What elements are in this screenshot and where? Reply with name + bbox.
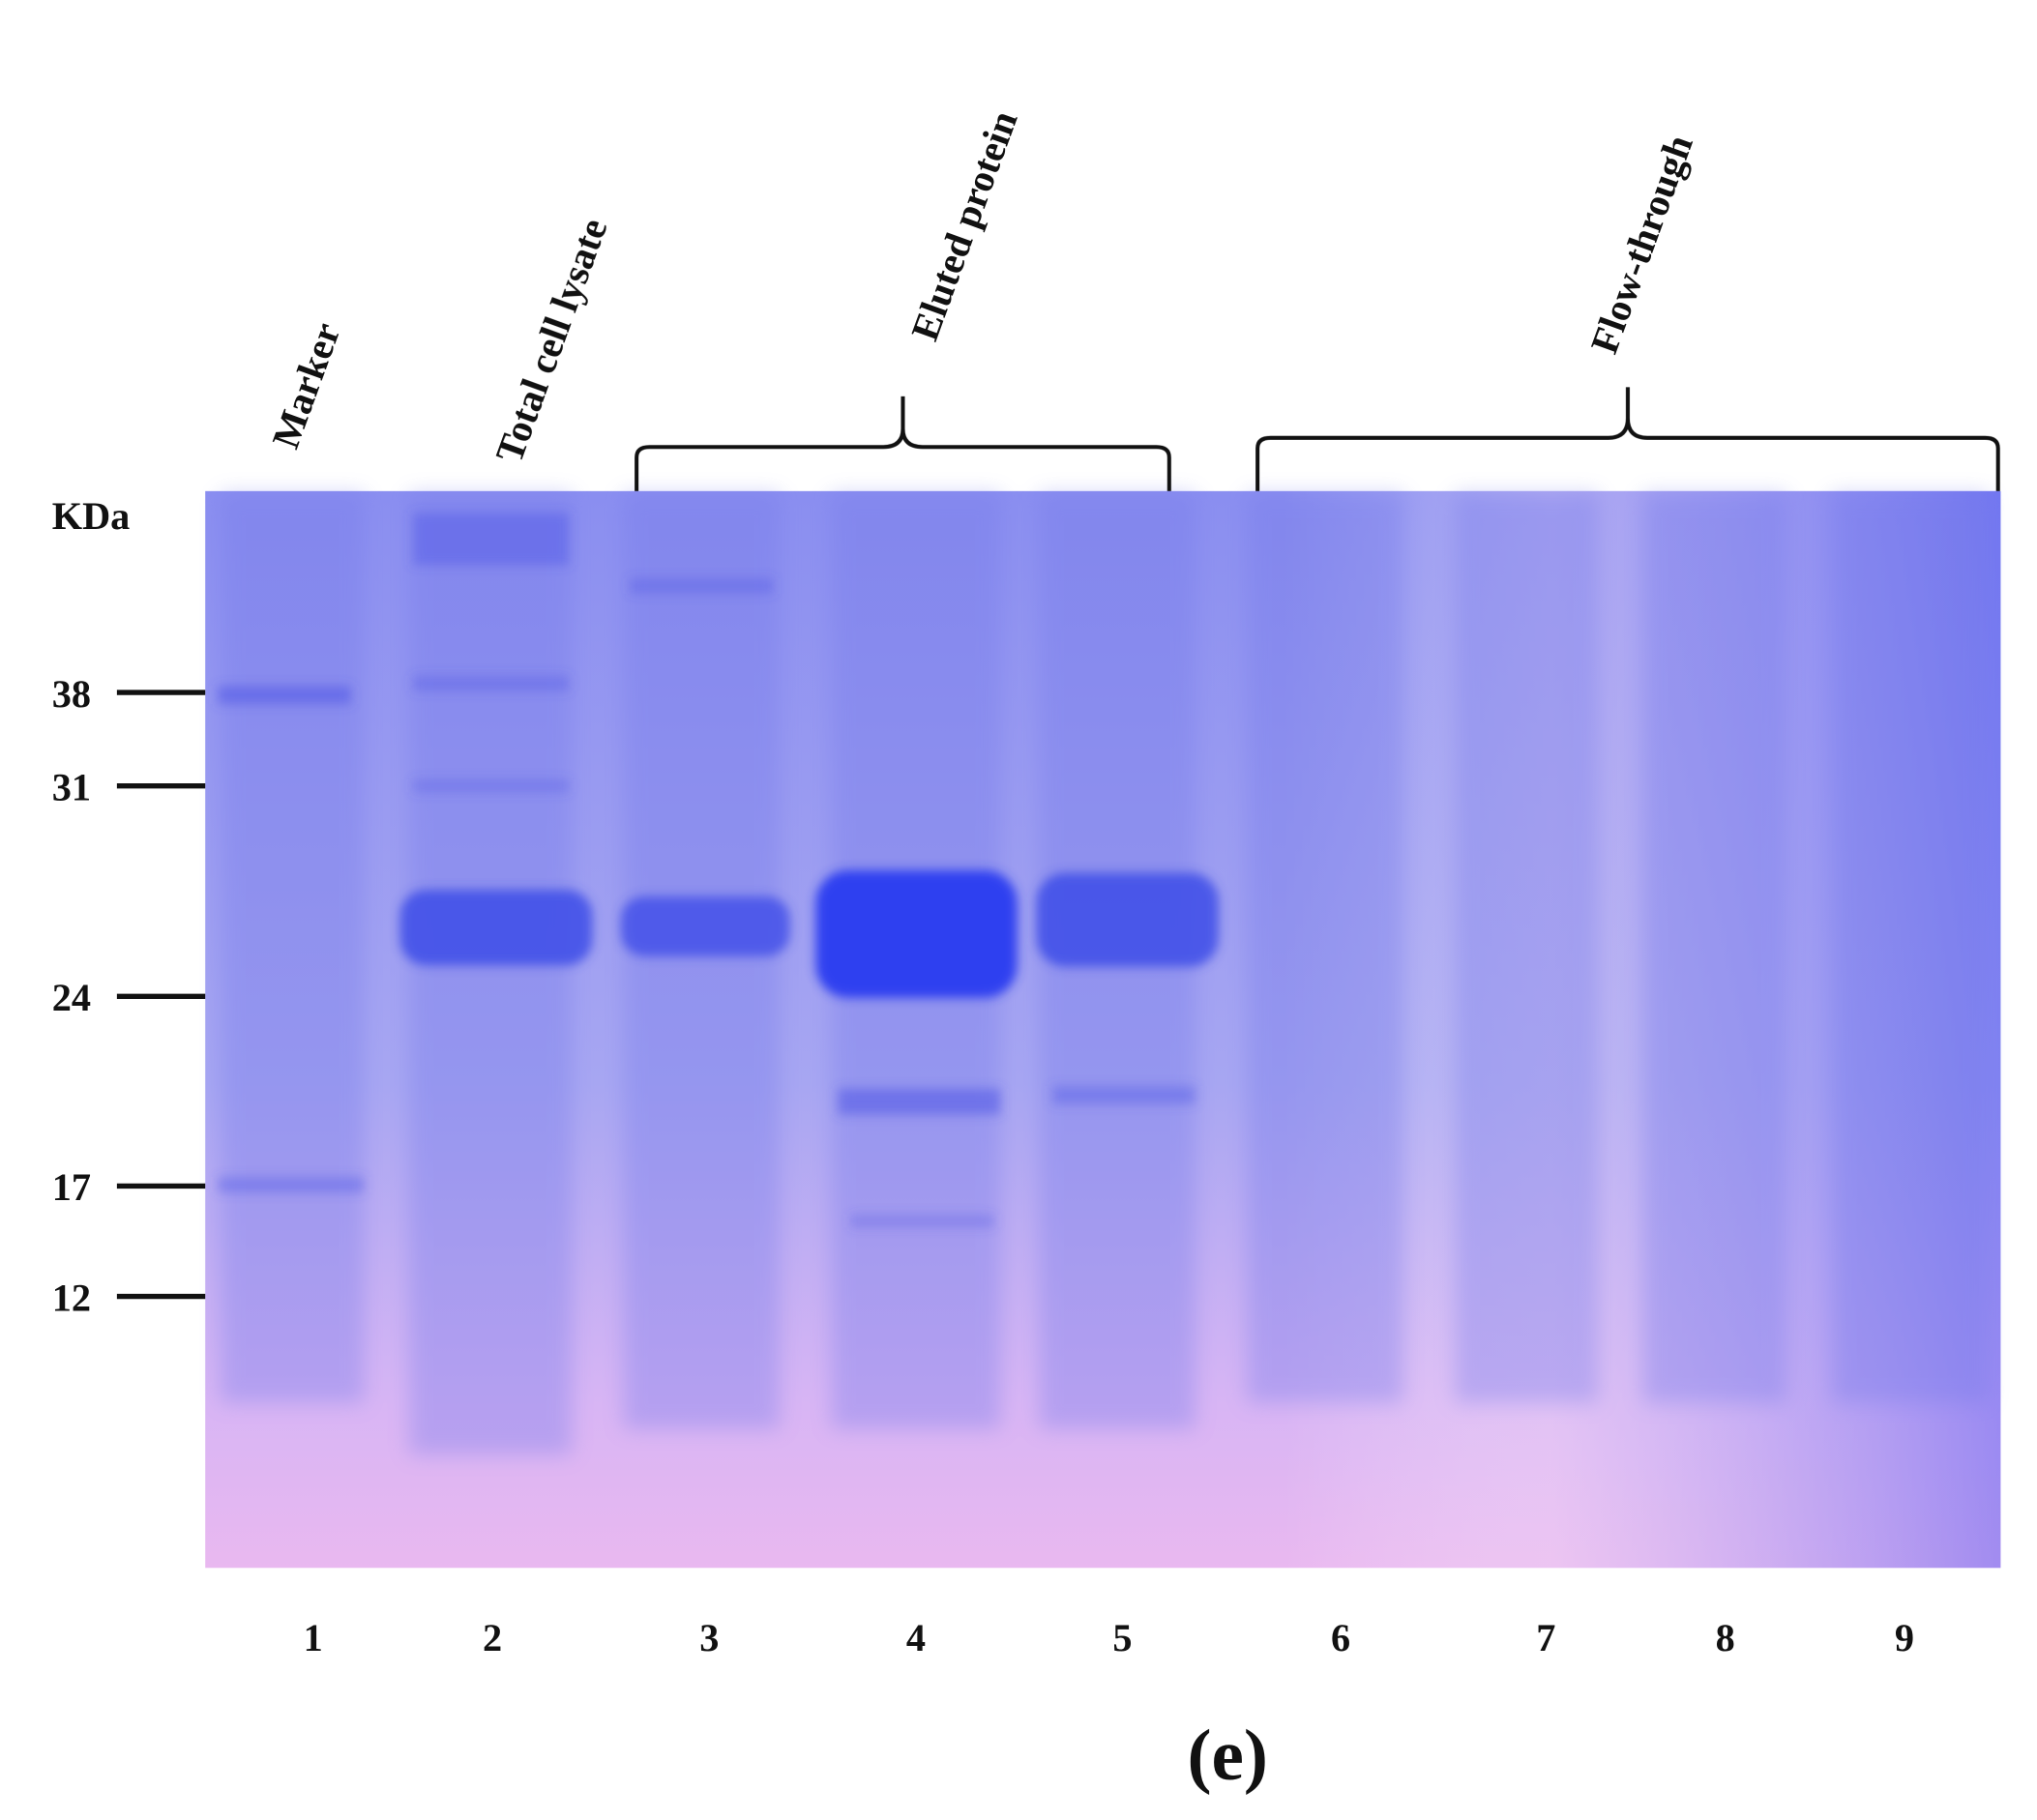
lane-number: 7 (1536, 1616, 1555, 1659)
marker-label: 38 (52, 672, 91, 716)
gel (205, 490, 2001, 1569)
lane-numbers: 1 2 3 4 5 6 7 8 9 (304, 1616, 1914, 1659)
lane-number: 8 (1716, 1616, 1735, 1659)
caption: (e) (1188, 1716, 1268, 1796)
marker-label: 24 (52, 976, 91, 1019)
unit-label: KDa (52, 494, 131, 538)
marker-label: 12 (52, 1276, 91, 1319)
lane-number: 6 (1331, 1616, 1350, 1659)
group-header: Eluted protein (902, 105, 1025, 346)
lane-number: 4 (906, 1616, 926, 1659)
lane-number: 1 (304, 1616, 323, 1659)
lane-number: 3 (699, 1616, 719, 1659)
marker-scale: 38 31 24 17 12 (52, 672, 206, 1319)
lane-number: 9 (1895, 1616, 1914, 1659)
lane-number: 5 (1112, 1616, 1132, 1659)
brackets (635, 387, 2000, 491)
marker-label: 31 (52, 766, 91, 809)
marker-label: 17 (52, 1165, 91, 1209)
group-header: Flow-through (1582, 130, 1701, 360)
lane-header: Total cell lysate (487, 213, 615, 468)
lane-header: Marker (263, 317, 348, 455)
lane-number: 2 (483, 1616, 502, 1659)
